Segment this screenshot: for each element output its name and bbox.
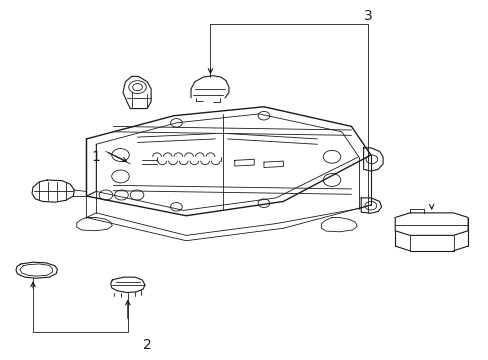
Text: 3: 3 — [364, 9, 372, 23]
Text: 2: 2 — [142, 338, 151, 352]
Text: 1: 1 — [92, 150, 101, 164]
